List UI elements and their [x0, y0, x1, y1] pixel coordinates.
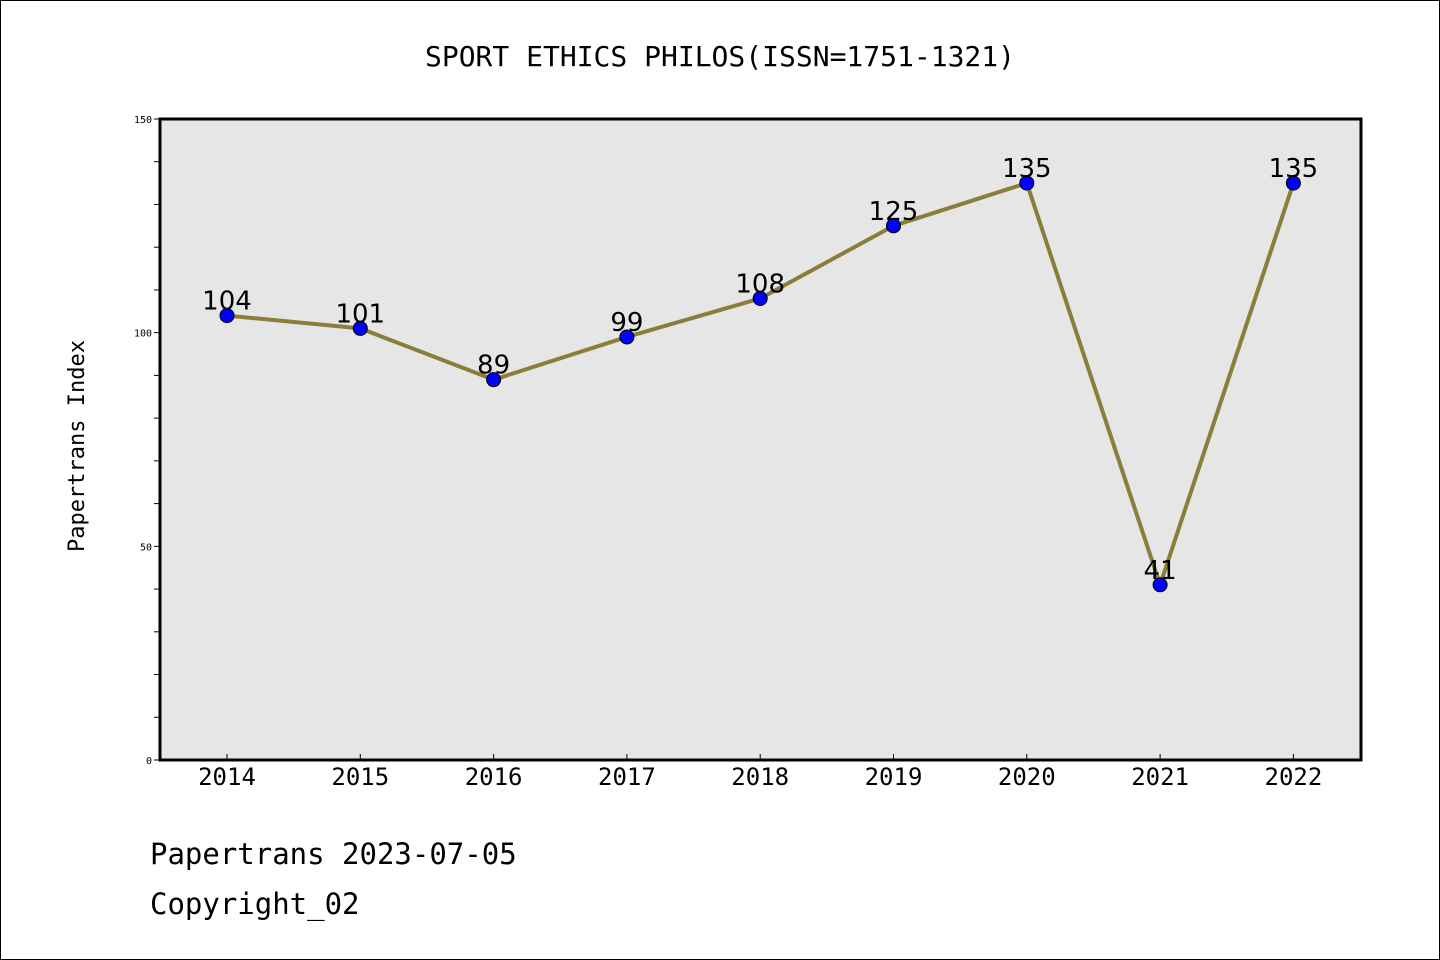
data-label: 135 [1002, 154, 1052, 184]
x-tick-label: 2017 [598, 763, 656, 791]
y-tick-label: 100 [134, 329, 152, 340]
data-label: 41 [1144, 556, 1177, 586]
data-point [886, 218, 901, 234]
data-point [1285, 175, 1301, 191]
x-tick-label: 2014 [198, 763, 256, 791]
data-label: 99 [610, 308, 643, 338]
y-axis: 0 50 100 150 [134, 115, 160, 767]
marker-group [219, 175, 1301, 593]
data-label-group: 104 101 89 99 108 125 135 41 135 [202, 154, 1318, 586]
footer-copyright: Copyright_02 [150, 887, 360, 922]
x-tick-label: 2018 [731, 763, 789, 791]
x-tick-label: 2020 [998, 763, 1056, 791]
data-label: 89 [477, 351, 510, 381]
data-point [1152, 577, 1168, 593]
data-label: 104 [202, 287, 252, 317]
data-point [352, 320, 368, 336]
x-tick-label: 2019 [865, 763, 923, 791]
data-point [1019, 175, 1035, 191]
y-axis-label: Papertrans Index [65, 340, 90, 552]
plot-area [158, 117, 1363, 762]
y-tick-label: 50 [140, 542, 152, 553]
data-label: 108 [735, 269, 785, 299]
x-tick-label: 2022 [1265, 763, 1323, 791]
chart-title: SPORT ETHICS PHILOS(ISSN=1751-1321) [425, 40, 1015, 73]
data-point [486, 372, 502, 388]
x-tick-label: 2016 [465, 763, 523, 791]
data-point [752, 290, 768, 306]
x-tick-label: 2021 [1131, 763, 1189, 791]
x-tick-label: 2015 [331, 763, 389, 791]
y-tick-label: 150 [134, 115, 152, 126]
footer-date: Papertrans 2023-07-05 [150, 837, 517, 871]
x-axis: 2014 2015 2016 2017 2018 2019 2020 2021 2022 [198, 754, 1322, 791]
data-label: 101 [335, 299, 385, 329]
data-label: 135 [1269, 154, 1319, 184]
data-point [619, 329, 635, 345]
data-point [219, 308, 235, 324]
data-label: 125 [869, 197, 919, 227]
y-tick-label: 0 [146, 756, 152, 767]
